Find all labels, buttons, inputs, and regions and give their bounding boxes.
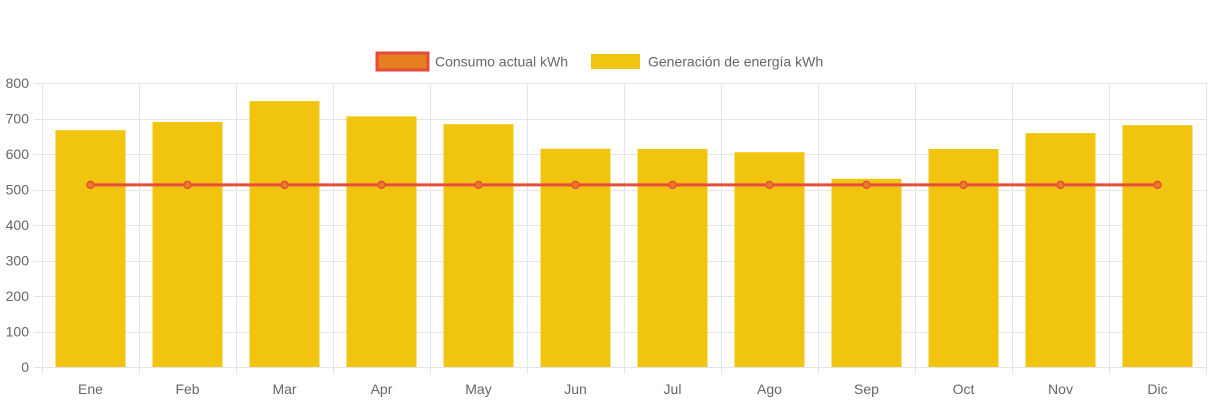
point-may[interactable]	[474, 180, 483, 190]
point-jun[interactable]	[571, 180, 580, 190]
point-sep[interactable]	[862, 180, 871, 190]
x-tick-label-nov: Nov	[1048, 381, 1073, 397]
legend-item-generacion[interactable]: Generación de energía kWh	[591, 54, 823, 70]
bar-sep[interactable]	[831, 178, 902, 367]
point-mar[interactable]	[280, 180, 289, 190]
bar-apr[interactable]	[346, 116, 417, 368]
y-tick-label: 600	[6, 146, 30, 162]
x-tick-label-jun: Jun	[564, 381, 587, 397]
x-tick-label-feb: Feb	[175, 381, 199, 397]
bar-feb[interactable]	[152, 122, 223, 367]
y-tick-label: 300	[6, 253, 30, 269]
bar-ene[interactable]	[55, 130, 126, 367]
x-tick-label-sep: Sep	[854, 381, 879, 397]
y-tick-label: 500	[6, 182, 30, 198]
point-ago[interactable]	[765, 180, 774, 190]
x-tick-label-jul: Jul	[664, 381, 682, 397]
legend: Consumo actual kWh Generación de energía…	[375, 51, 823, 72]
y-tick-label: 800	[6, 75, 30, 91]
legend-label-consumo: Consumo actual kWh	[435, 54, 568, 70]
x-tick-label-ago: Ago	[757, 381, 782, 397]
x-tick-label-mar: Mar	[272, 381, 296, 397]
bar-dic[interactable]	[1122, 125, 1193, 367]
legend-swatch-generacion	[591, 54, 640, 69]
point-oct[interactable]	[959, 180, 968, 190]
legend-item-consumo[interactable]: Consumo actual kWh	[375, 51, 568, 72]
bar-mar[interactable]	[249, 101, 320, 367]
x-tick-label-apr: Apr	[371, 381, 393, 397]
bar-nov[interactable]	[1025, 133, 1096, 367]
x-tick-label-may: May	[465, 381, 491, 397]
bar-series	[55, 101, 1193, 368]
point-ene[interactable]	[86, 180, 95, 190]
x-tick-label-oct: Oct	[953, 381, 975, 397]
point-apr[interactable]	[377, 180, 386, 190]
grid-lines	[34, 83, 1207, 374]
legend-label-generacion: Generación de energía kWh	[648, 54, 823, 70]
y-tick-label: 0	[21, 359, 29, 375]
point-dic[interactable]	[1153, 180, 1162, 190]
bar-may[interactable]	[443, 124, 514, 367]
y-tick-label: 100	[6, 324, 30, 340]
legend-swatch-consumo	[375, 51, 430, 72]
point-feb[interactable]	[183, 180, 192, 190]
line-series	[86, 180, 1162, 190]
x-tick-label-ene: Ene	[78, 381, 103, 397]
x-tick-label-dic: Dic	[1147, 381, 1167, 397]
y-tick-label: 400	[6, 217, 30, 233]
point-nov[interactable]	[1056, 180, 1065, 190]
axes: 0 100 200 300 400 500 600 700 800 Ene Feb Mar Apr May…	[6, 75, 1168, 397]
point-jul[interactable]	[668, 180, 677, 190]
y-tick-label: 200	[6, 288, 30, 304]
y-tick-label: 700	[6, 111, 30, 127]
